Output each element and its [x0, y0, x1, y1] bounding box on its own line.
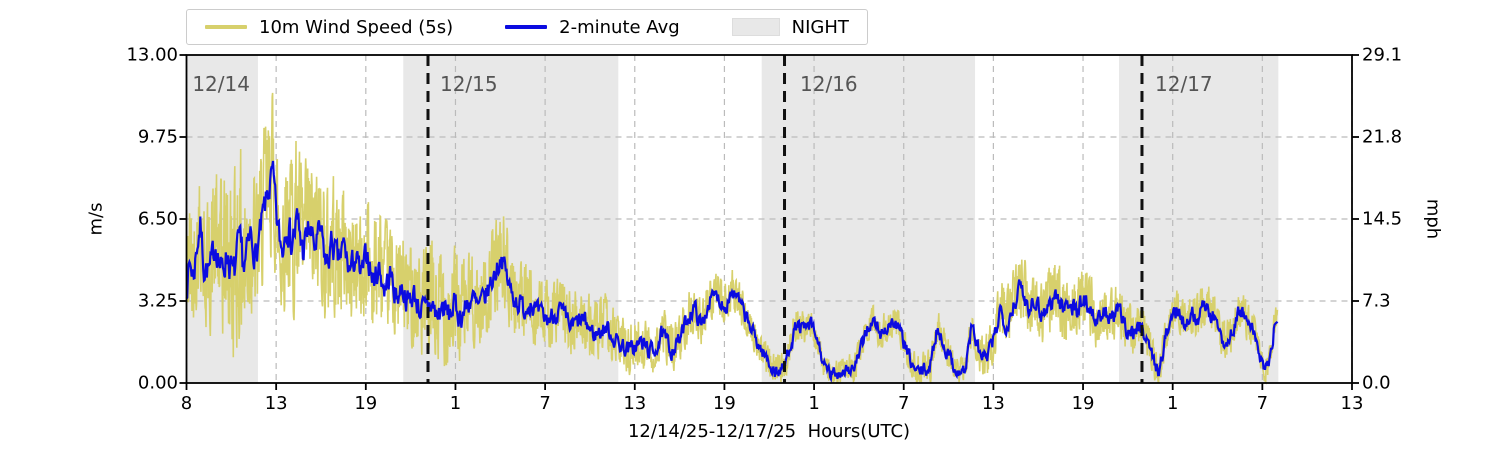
chart-legend: 10m Wind Speed (5s) 2-minute Avg NIGHT: [186, 9, 868, 45]
x-axis-label: 12/14/25-12/17/25 Hours(UTC): [627, 421, 911, 442]
x-tick-label: 19: [712, 393, 736, 414]
x-tick-label: 13: [264, 393, 288, 414]
avg-wind-speed-line: [185, 160, 1279, 384]
y-tick-label-left: 6.50: [137, 208, 178, 230]
y-tick-label-right: 21.8: [1362, 126, 1403, 148]
legend-label-night: NIGHT: [791, 16, 849, 38]
legend-item-avg: 2-minute Avg: [505, 17, 680, 38]
y-tick-label-right: 0.0: [1362, 372, 1391, 394]
x-tick-label: 13: [623, 393, 647, 414]
x-tick-label: 13: [981, 393, 1005, 414]
day-label: 12/14: [192, 72, 250, 96]
x-tick-label: 7: [897, 393, 910, 414]
x-tick-label: 1: [1166, 393, 1179, 414]
raw-series-swatch: [205, 25, 247, 29]
x-tick-label: 13: [1340, 393, 1364, 414]
day-label: 12/17: [1155, 72, 1213, 96]
x-tick-label: 1: [808, 393, 820, 414]
x-tick-label: 19: [354, 393, 378, 414]
avg-series-swatch: [505, 25, 548, 29]
y-tick-label-right: 29.1: [1362, 44, 1403, 66]
x-tick-label: 1: [449, 393, 462, 414]
x-tick-label: 19: [1071, 393, 1095, 414]
y-tick-label-right: 14.5: [1362, 208, 1403, 230]
day-label: 12/15: [439, 72, 498, 96]
y-tick-label-left: 3.25: [137, 290, 178, 312]
legend-item-raw: 10m Wind Speed (5s): [205, 17, 453, 38]
x-tick-label: 7: [539, 393, 551, 414]
legend-label-avg: 2-minute Avg: [559, 16, 680, 38]
y-tick-label-right: 7.3: [1362, 290, 1391, 312]
raw-wind-speed-line: [185, 92, 1279, 385]
legend-label-raw: 10m Wind Speed (5s): [259, 16, 454, 38]
night-swatch: [731, 18, 780, 36]
y-tick-label-left: 9.75: [137, 126, 178, 148]
legend-item-night: NIGHT: [731, 16, 849, 38]
y-axis-label-right: mph: [1422, 198, 1444, 240]
y-axis-label-left: m/s: [85, 202, 107, 236]
x-tick-label: 8: [180, 393, 193, 414]
y-tick-label-left: 0.00: [137, 372, 178, 394]
y-tick-label-left: 13.00: [126, 44, 178, 66]
day-label: 12/16: [800, 72, 858, 96]
x-tick-label: 7: [1256, 393, 1269, 414]
